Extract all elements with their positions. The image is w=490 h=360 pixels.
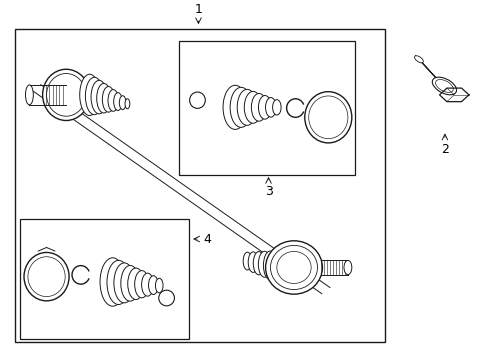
Ellipse shape [258,95,271,119]
Ellipse shape [142,273,154,296]
Ellipse shape [253,252,265,275]
Ellipse shape [128,268,144,300]
Ellipse shape [344,260,352,275]
Ellipse shape [190,92,205,108]
Ellipse shape [273,251,290,284]
Ellipse shape [108,90,119,111]
Ellipse shape [248,252,258,273]
Ellipse shape [43,69,90,121]
Ellipse shape [25,85,33,105]
Polygon shape [440,88,469,102]
Bar [15,29,385,342]
Text: 1: 1 [195,3,202,15]
Text: 3: 3 [265,185,272,198]
Ellipse shape [258,251,271,277]
Ellipse shape [243,252,252,270]
Ellipse shape [155,278,163,293]
Ellipse shape [85,77,103,115]
Ellipse shape [102,86,115,112]
Ellipse shape [135,271,149,298]
Bar [179,41,355,175]
Ellipse shape [91,80,107,114]
Ellipse shape [415,56,423,63]
Ellipse shape [114,93,122,111]
Ellipse shape [148,276,158,294]
Ellipse shape [100,258,125,306]
Ellipse shape [159,290,174,306]
Ellipse shape [107,260,130,305]
Text: 2: 2 [441,143,449,156]
Ellipse shape [80,74,99,116]
Ellipse shape [114,263,135,303]
Ellipse shape [266,98,276,117]
Ellipse shape [251,94,267,121]
Ellipse shape [120,96,126,109]
Ellipse shape [237,89,257,125]
Ellipse shape [223,85,247,129]
Ellipse shape [272,100,281,115]
Ellipse shape [269,251,284,282]
Ellipse shape [125,99,130,109]
Ellipse shape [24,252,69,301]
Ellipse shape [245,91,262,123]
Ellipse shape [266,241,322,294]
Ellipse shape [230,87,252,127]
Ellipse shape [432,77,457,95]
Bar [20,220,189,339]
Ellipse shape [97,84,111,113]
Text: 4: 4 [203,233,211,246]
Ellipse shape [264,251,277,280]
Ellipse shape [305,92,352,143]
Ellipse shape [121,265,140,301]
